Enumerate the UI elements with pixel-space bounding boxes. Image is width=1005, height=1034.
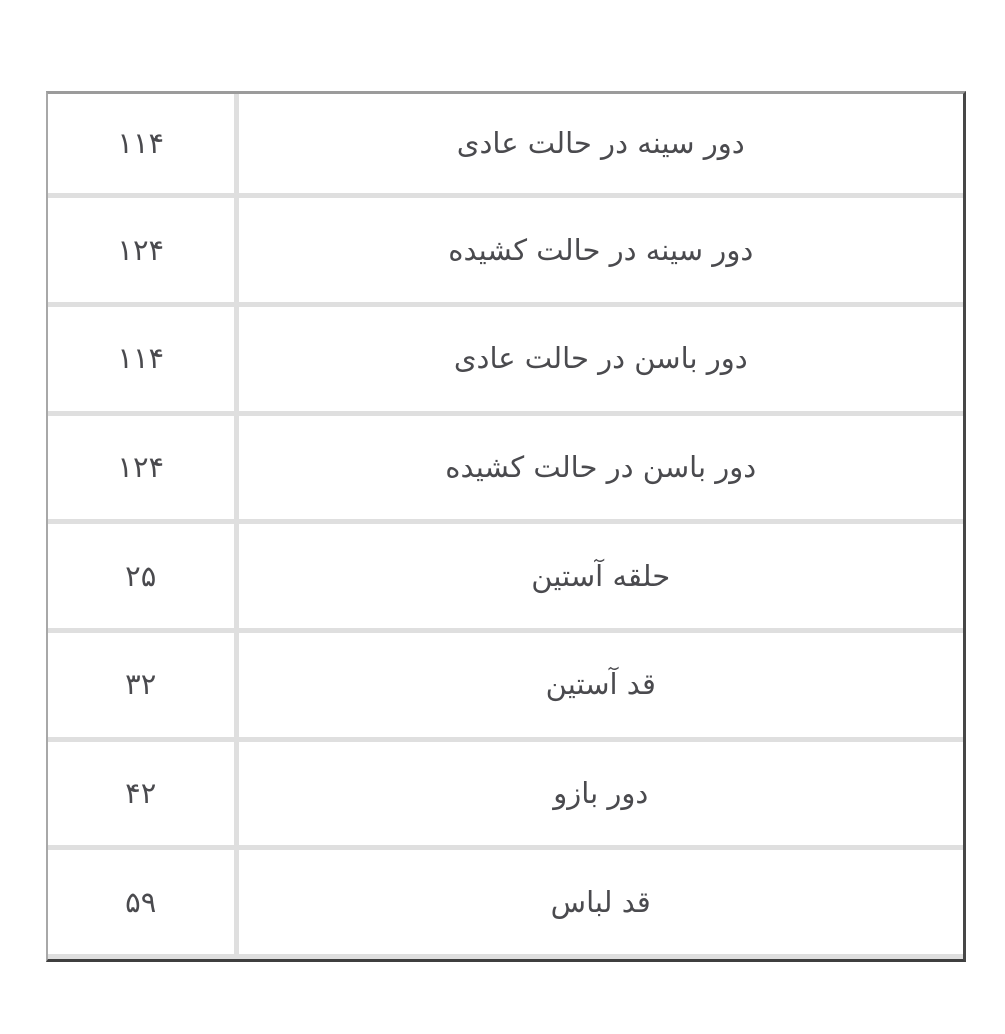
measurement-value: ۱۱۴: [48, 94, 239, 199]
measurement-label: دور باسن در حالت کشیده: [236, 413, 963, 525]
table-row: ۴۲ دور بازو: [48, 739, 963, 851]
measurement-value: ۱۲۴: [48, 195, 239, 307]
table-row: ۳۲ قد آستین: [48, 630, 963, 742]
measurement-label: قد لباس: [236, 847, 963, 959]
measurement-size-table: ۱۱۴ دور سینه در حالت عادی ۱۲۴ دور سینه د…: [46, 91, 966, 962]
measurement-label: دور سینه در حالت عادی: [236, 94, 963, 199]
measurement-label: حلقه آستین: [236, 521, 963, 633]
table-row: ۵۹ قد لباس: [48, 847, 963, 959]
table-row: ۱۲۴ دور باسن در حالت کشیده: [48, 413, 963, 525]
measurement-value: ۱۲۴: [48, 413, 239, 525]
measurement-label: دور باسن در حالت عادی: [236, 304, 963, 416]
measurement-value: ۵۹: [48, 847, 239, 959]
table-row: ۱۱۴ دور باسن در حالت عادی: [48, 304, 963, 416]
measurement-label: قد آستین: [236, 630, 963, 742]
table-row: ۲۵ حلقه آستین: [48, 521, 963, 633]
measurement-value: ۳۲: [48, 630, 239, 742]
table-row: ۱۲۴ دور سینه در حالت کشیده: [48, 195, 963, 307]
measurement-label: دور سینه در حالت کشیده: [236, 195, 963, 307]
measurement-table: ۱۱۴ دور سینه در حالت عادی ۱۲۴ دور سینه د…: [48, 94, 963, 959]
measurement-table-body: ۱۱۴ دور سینه در حالت عادی ۱۲۴ دور سینه د…: [48, 94, 963, 959]
measurement-label: دور بازو: [236, 739, 963, 851]
measurement-value: ۱۱۴: [48, 304, 239, 416]
measurement-value: ۴۲: [48, 739, 239, 851]
table-row: ۱۱۴ دور سینه در حالت عادی: [48, 94, 963, 199]
measurement-value: ۲۵: [48, 521, 239, 633]
